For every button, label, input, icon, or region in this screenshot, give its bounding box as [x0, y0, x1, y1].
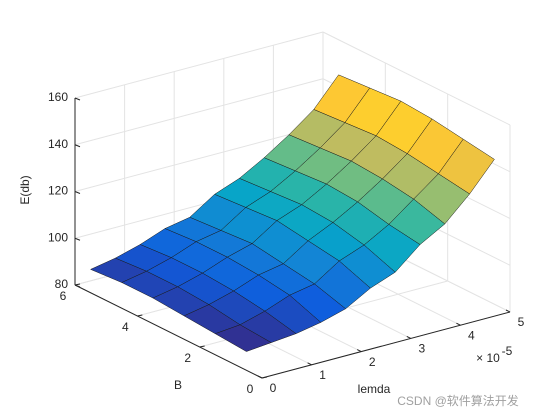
z-tick-label: 120 — [48, 184, 68, 198]
watermark: CSDN @软件算法开发 — [397, 393, 519, 408]
grid-line — [74, 78, 324, 146]
grid-line — [322, 31, 511, 126]
z-tick-label: 100 — [48, 230, 68, 244]
y-axis — [74, 284, 263, 379]
z-axis-label: E(db) — [18, 175, 32, 204]
tick-mark — [74, 191, 81, 194]
grid-line — [74, 31, 324, 99]
tick-mark — [74, 237, 81, 241]
surface-patch — [215, 324, 272, 352]
z-tick-label: 140 — [48, 137, 68, 151]
x-tick-label: 5 — [518, 315, 525, 329]
x-tick-label: 0 — [270, 381, 277, 395]
tick-mark — [257, 375, 263, 379]
y-tick-label: 0 — [247, 382, 254, 396]
x-multiplier-base: × 10 — [476, 351, 500, 365]
x-tick-label: 2 — [369, 355, 376, 369]
z-tick-label: 160 — [48, 90, 68, 104]
tick-mark — [456, 322, 461, 326]
grid-line — [74, 125, 324, 192]
z-tick-label: 80 — [55, 277, 69, 291]
x-multiplier-exponent: -5 — [502, 344, 513, 358]
y-axis-label: B — [174, 378, 182, 392]
x-tick-label: 3 — [418, 342, 425, 356]
tick-mark — [505, 309, 511, 313]
tick-mark — [307, 362, 312, 366]
y-tick-label: 4 — [122, 320, 129, 334]
tick-mark — [74, 144, 81, 148]
y-tick-label: 6 — [60, 289, 67, 303]
tick-mark — [199, 345, 205, 348]
y-tick-label: 2 — [184, 351, 191, 365]
tick-mark — [74, 283, 81, 286]
tick-mark — [356, 349, 362, 353]
x-axis — [261, 311, 511, 379]
x-axis-label: lemda — [358, 382, 391, 396]
tick-mark — [137, 314, 143, 317]
tick-mark — [74, 97, 81, 101]
tick-mark — [261, 376, 268, 379]
tick-mark — [406, 335, 412, 339]
x-tick-label: 4 — [468, 328, 475, 342]
x-tick-label: 1 — [319, 368, 326, 382]
